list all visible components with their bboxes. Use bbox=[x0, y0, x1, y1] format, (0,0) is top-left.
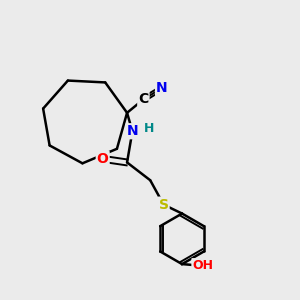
Text: H: H bbox=[144, 122, 154, 135]
Text: S: S bbox=[159, 198, 169, 212]
Text: N: N bbox=[127, 124, 138, 138]
Text: OH: OH bbox=[192, 259, 213, 272]
Text: N: N bbox=[156, 81, 168, 95]
Text: C: C bbox=[138, 92, 148, 106]
Text: O: O bbox=[97, 152, 109, 166]
